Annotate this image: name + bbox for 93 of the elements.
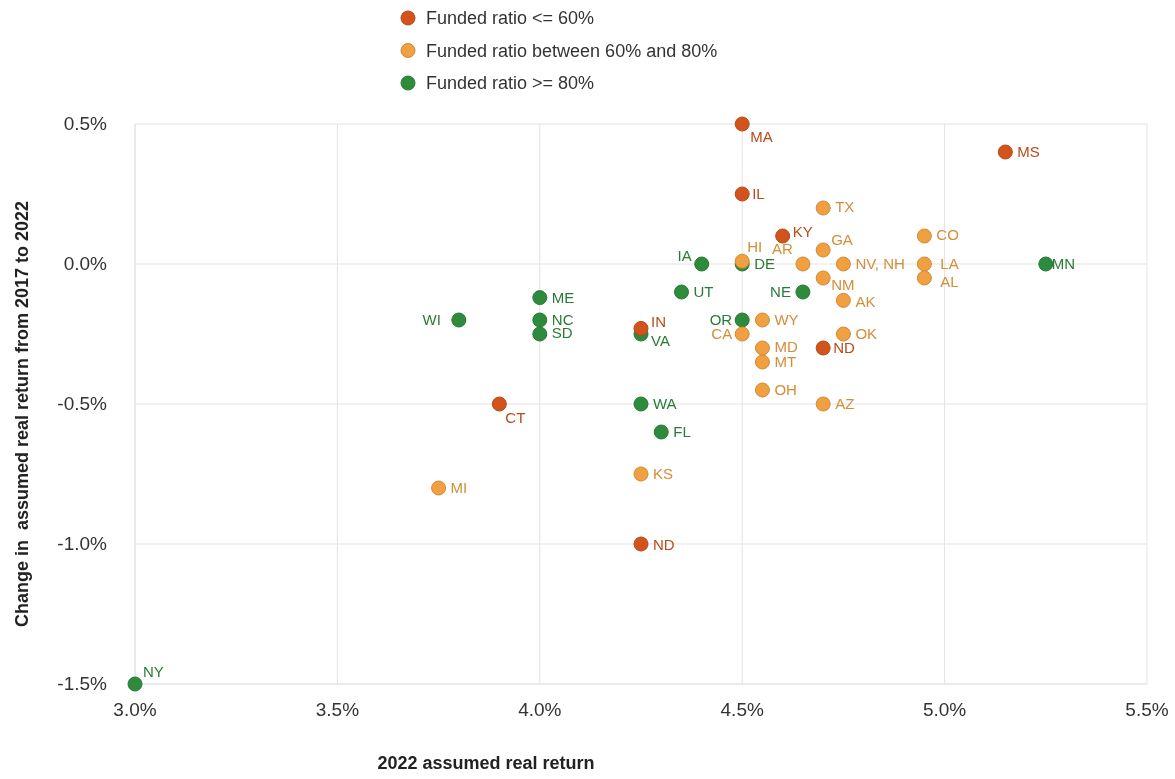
point [633,536,649,552]
annotation: CA [711,325,733,342]
annotation: CT [505,409,526,426]
annotation: NV, NH [855,255,905,272]
x-tick-label: 5.0% [922,699,967,720]
annotation: OH [774,381,797,398]
point [835,292,851,308]
annotation: CO [936,226,959,243]
point [734,186,750,202]
annotation: KS [653,465,674,482]
point [734,116,750,132]
point [835,326,851,342]
annotation: IL [752,185,765,202]
point [997,144,1013,160]
annotation: MS [1017,143,1040,160]
point [1038,256,1054,272]
point [815,270,831,286]
legend-label: Funded ratio between 60% and 80% [426,40,718,61]
annotation: NE [770,283,791,300]
annotation: FL [673,423,691,440]
point [916,270,932,286]
point [795,284,811,300]
point [431,480,447,496]
annotation: MI [450,479,468,496]
point [795,256,811,272]
annotation: NY [143,663,164,680]
annotation: MT [774,353,797,370]
x-tick-label: 3.5% [315,699,360,720]
annotation: IA [677,247,692,264]
annotation: LA [940,255,959,272]
annotation: DE [754,255,776,272]
point [775,228,791,244]
point [815,396,831,412]
point [633,396,649,412]
annotation: TX [835,198,855,215]
point [491,396,507,412]
annotation: IN [651,313,666,331]
point [653,424,669,440]
annotation: ME [551,288,575,306]
annotation: UT [693,283,714,300]
point [127,676,143,692]
annotation: HI [747,238,763,256]
point [451,312,467,328]
annotation: MN [1051,255,1076,272]
x-tick-label: 3.0% [113,699,157,720]
annotation: MD [774,338,798,355]
annotation: WA [653,395,677,412]
legend-label: Funded ratio <= 60% [426,8,595,28]
point [633,466,649,482]
x-tick-label: 4.0% [518,699,562,720]
y-tick-label: 0.5% [63,113,108,134]
point [633,320,649,336]
x-tick-label: 5.5% [1125,699,1169,720]
annotation: AK [855,293,876,311]
annotation: WY [774,311,799,328]
y-axis-title: Change in assumed real return from 2017 to 2022 [12,200,32,628]
y-tick-label: -1.5% [57,673,108,694]
y-tick-label: -0.5% [57,393,108,414]
annotation: WI [422,311,441,328]
point [754,382,770,398]
x-axis-title: 2022 assumed real return [377,753,595,773]
point [532,312,548,328]
annotation: AL [940,273,959,290]
annotation: MA [750,128,773,145]
point [754,340,770,356]
point [532,290,548,306]
point [815,200,831,216]
point [754,312,770,328]
annotation: VA [651,332,670,349]
annotation: OK [855,325,878,342]
legend-label: Funded ratio >= 80% [426,73,595,93]
point [835,256,851,272]
point [916,228,932,244]
point [532,326,548,342]
point [734,312,750,328]
point [815,242,831,258]
point [694,256,710,272]
annotation: GA [831,231,853,248]
annotation: AR [772,240,794,257]
annotation: OR [709,311,733,328]
y-tick-label: -1.0% [57,533,108,554]
y-tick-label: 0.0% [63,253,108,274]
point [916,256,932,272]
annotation: AZ [835,395,855,412]
point [673,284,689,300]
point [754,354,770,370]
x-tick-label: 4.5% [720,699,764,720]
annotation: ND [833,339,855,356]
point [815,340,831,356]
annotation: NM [831,276,855,293]
point [734,326,750,342]
annotation: KY [792,223,813,240]
annotation: ND [653,536,675,553]
